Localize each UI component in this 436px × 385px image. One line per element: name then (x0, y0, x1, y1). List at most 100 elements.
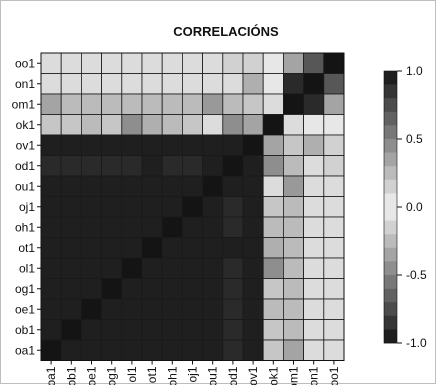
heatmap-cell-ob1-ol1 (122, 320, 142, 341)
heatmap-cell-oh1-ol1 (122, 217, 142, 238)
heatmap-cell-ol1-ok1 (263, 258, 283, 279)
heatmap-cell-ot1-ov1 (243, 238, 263, 259)
heatmap-cell-oh1-ob1 (61, 217, 81, 238)
heatmap-cell-oj1-om1 (283, 197, 303, 218)
heatmap-cell-od1-ob1 (61, 156, 81, 177)
heatmap-cell-oh1-ou1 (203, 217, 223, 238)
colorbar-segment (384, 85, 397, 99)
heatmap-cell-oa1-om1 (283, 340, 303, 361)
colorbar-segment (384, 329, 397, 343)
heatmap-cell-ov1-ov1 (243, 135, 263, 156)
heatmap-cell-ov1-oj1 (182, 135, 202, 156)
heatmap-cell-og1-oj1 (182, 279, 202, 300)
heatmap-cell-ob1-oj1 (182, 320, 202, 341)
heatmap-cell-ok1-ov1 (243, 115, 263, 136)
heatmap-cell-ok1-og1 (102, 115, 122, 136)
heatmap-cell-ou1-on1 (304, 176, 324, 197)
colorbar-segment (384, 71, 397, 85)
heatmap-cell-oe1-ob1 (61, 299, 81, 320)
heatmap-cell-ou1-oa1 (41, 176, 61, 197)
heatmap-cell-ob1-ob1 (61, 320, 81, 341)
x-tick-label: ol1 (125, 366, 139, 382)
heatmap-cell-oa1-od1 (223, 340, 243, 361)
heatmap-cell-og1-oo1 (324, 279, 344, 300)
heatmap-cell-od1-ol1 (122, 156, 142, 177)
x-tick-label: on1 (307, 366, 321, 385)
heatmap-cell-ot1-oh1 (162, 238, 182, 259)
heatmap-cell-ok1-od1 (223, 115, 243, 136)
heatmap-cell-ol1-ob1 (61, 258, 81, 279)
heatmap-cell-oe1-oj1 (182, 299, 202, 320)
heatmap-cell-oj1-ol1 (122, 197, 142, 218)
heatmap-cell-ou1-oo1 (324, 176, 344, 197)
heatmap-cell-ob1-ot1 (142, 320, 162, 341)
heatmap-cell-ol1-oh1 (162, 258, 182, 279)
heatmap-cell-om1-ol1 (122, 94, 142, 115)
heatmap-cell-ot1-oa1 (41, 238, 61, 259)
colorbar-segment (384, 112, 397, 126)
heatmap-cell-ov1-og1 (102, 135, 122, 156)
heatmap-cell-ov1-ou1 (203, 135, 223, 156)
heatmap-cell-ol1-ou1 (203, 258, 223, 279)
heatmap-cell-ot1-ou1 (203, 238, 223, 259)
heatmap-cell-on1-ol1 (122, 74, 142, 95)
heatmap-cell-ol1-od1 (223, 258, 243, 279)
heatmap-cell-om1-ot1 (142, 94, 162, 115)
heatmap-cell-om1-on1 (304, 94, 324, 115)
heatmap-cell-ok1-ot1 (142, 115, 162, 136)
heatmap-cell-oe1-ot1 (142, 299, 162, 320)
heatmap-cell-ot1-om1 (283, 238, 303, 259)
heatmap-cell-oe1-od1 (223, 299, 243, 320)
heatmap-cell-oo1-og1 (102, 53, 122, 74)
y-tick-label: oj1 (19, 200, 35, 214)
heatmap-cell-om1-ov1 (243, 94, 263, 115)
heatmap-cell-oo1-oa1 (41, 53, 61, 74)
heatmap-cell-ol1-om1 (283, 258, 303, 279)
heatmap-cell-ot1-ot1 (142, 238, 162, 259)
heatmap-cell-oj1-on1 (304, 197, 324, 218)
heatmap-cell-ou1-ot1 (142, 176, 162, 197)
y-tick-label: og1 (15, 282, 35, 296)
x-tick-label: oe1 (85, 366, 99, 385)
y-tick-label: on1 (15, 77, 35, 91)
y-tick-label: oa1 (15, 343, 35, 357)
heatmap-cell-od1-og1 (102, 156, 122, 177)
heatmap-cell-om1-ou1 (203, 94, 223, 115)
heatmap-cell-om1-oj1 (182, 94, 202, 115)
heatmap-cell-oa1-oo1 (324, 340, 344, 361)
heatmap-cell-ob1-ou1 (203, 320, 223, 341)
heatmap-cell-ot1-ok1 (263, 238, 283, 259)
heatmap-cell-on1-oa1 (41, 74, 61, 95)
x-tick-label: oo1 (327, 366, 341, 385)
heatmap-cell-on1-om1 (283, 74, 303, 95)
heatmap-cell-og1-ot1 (142, 279, 162, 300)
heatmap-cell-ob1-on1 (304, 320, 324, 341)
heatmap-cell-oh1-oe1 (81, 217, 101, 238)
y-tick-label: od1 (15, 159, 35, 173)
heatmap-cell-oe1-ou1 (203, 299, 223, 320)
y-tick-label: oh1 (15, 220, 35, 234)
heatmap-cell-oh1-ot1 (142, 217, 162, 238)
heatmap-cell-on1-ok1 (263, 74, 283, 95)
colorbar-segment (384, 207, 397, 221)
heatmap-cell-ot1-od1 (223, 238, 243, 259)
heatmap-cell-od1-ou1 (203, 156, 223, 177)
heatmap-cell-om1-oe1 (81, 94, 101, 115)
heatmap-cell-oa1-ok1 (263, 340, 283, 361)
heatmap-cell-ot1-og1 (102, 238, 122, 259)
heatmap-cell-om1-ob1 (61, 94, 81, 115)
heatmap-cell-om1-ok1 (263, 94, 283, 115)
heatmap-cell-oa1-ou1 (203, 340, 223, 361)
colorbar-segment (384, 316, 397, 330)
heatmap-cell-on1-ob1 (61, 74, 81, 95)
heatmap-cell-oo1-od1 (223, 53, 243, 74)
heatmap-cell-ob1-oa1 (41, 320, 61, 341)
heatmap-cell-oh1-ov1 (243, 217, 263, 238)
colorbar-segment (384, 302, 397, 316)
colorbar-segment (384, 221, 397, 235)
colorbar-segment (384, 248, 397, 262)
heatmap-cells (41, 53, 344, 361)
heatmap-cell-od1-ov1 (243, 156, 263, 177)
